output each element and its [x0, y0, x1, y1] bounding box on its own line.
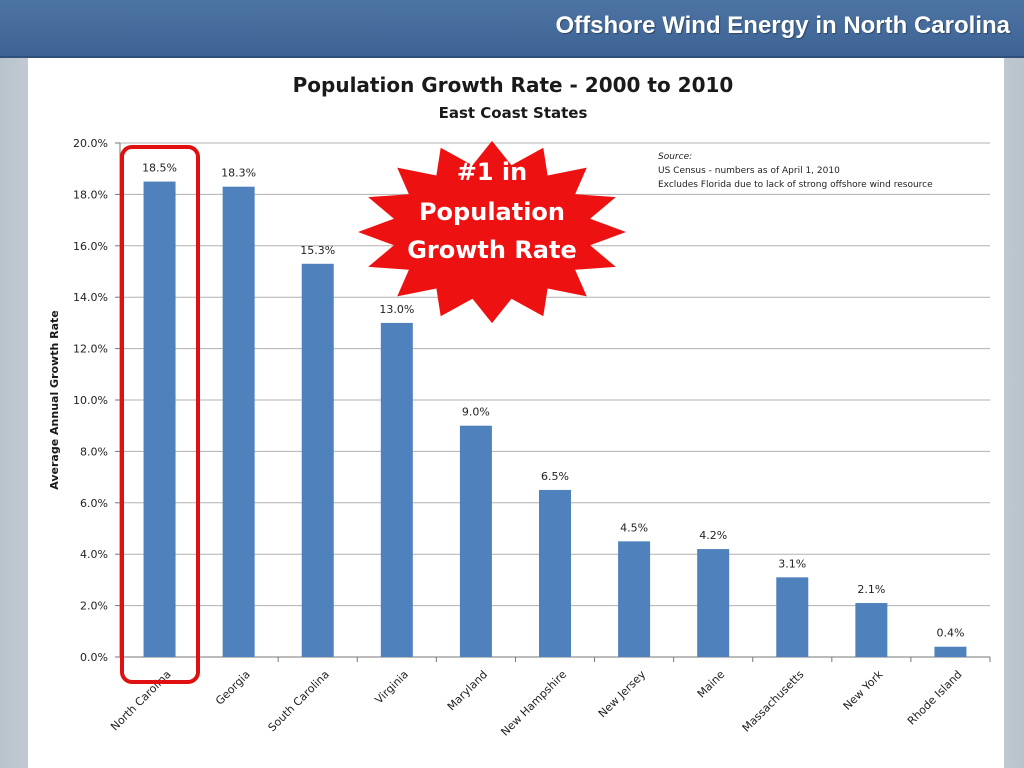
- slide-title: Offshore Wind Energy in North Carolina: [555, 12, 1010, 39]
- callout-starburst: #1 in Population Growth Rate: [358, 140, 626, 324]
- y-tick-label: 0.0%: [80, 651, 108, 664]
- bar: [222, 186, 255, 657]
- data-label: 6.5%: [541, 470, 569, 483]
- callout-line-2: Population: [419, 198, 565, 226]
- category-label: New Jersey: [596, 668, 649, 721]
- category-label: New York: [841, 667, 886, 712]
- y-tick-label: 2.0%: [80, 600, 108, 613]
- category-label: Maryland: [445, 668, 490, 713]
- callout-line-1: #1 in: [457, 158, 527, 186]
- y-tick-label: 14.0%: [73, 291, 108, 304]
- category-label: Maine: [695, 668, 728, 701]
- data-label: 18.5%: [142, 162, 177, 175]
- y-tick-label: 10.0%: [73, 394, 108, 407]
- category-label: South Carolina: [266, 668, 332, 734]
- y-tick-label: 16.0%: [73, 240, 108, 253]
- data-label: 9.0%: [462, 406, 490, 419]
- data-label: 4.2%: [699, 529, 727, 542]
- y-tick-label: 20.0%: [73, 137, 108, 150]
- category-label: Georgia: [213, 668, 253, 708]
- y-tick-labels: 0.0% 2.0% 4.0% 6.0% 8.0% 10.0% 12.0% 14.0% 16.0%…: [73, 137, 108, 664]
- bar: [934, 646, 967, 657]
- bar: [143, 181, 176, 658]
- source-line-2: Excludes Florida due to lack of strong o…: [658, 180, 933, 190]
- category-label: Virginia: [372, 668, 411, 707]
- bar: [539, 489, 571, 657]
- data-labels: 18.5% 18.3% 15.3% 13.0% 9.0% 6.5% 4.5% 4.2% 3.1%…: [142, 162, 964, 640]
- data-label: 15.3%: [300, 244, 335, 257]
- bar: [459, 425, 492, 657]
- y-tick-label: 18.0%: [73, 188, 108, 201]
- bar: [618, 541, 651, 657]
- y-tick-label: 4.0%: [80, 548, 108, 561]
- bar: [697, 549, 730, 657]
- y-axis-label: Average Annual Growth Rate: [48, 310, 61, 490]
- bar: [380, 322, 413, 657]
- source-note: Source: US Census - numbers as of April …: [658, 152, 933, 190]
- category-label: North Carolina: [108, 668, 173, 733]
- bars: [143, 181, 967, 658]
- callout-line-3: Growth Rate: [407, 236, 577, 264]
- chart-title: Population Growth Rate - 2000 to 2010: [293, 73, 734, 97]
- y-tick-label: 6.0%: [80, 497, 108, 510]
- bar: [301, 263, 334, 657]
- starburst-shape: [358, 140, 626, 324]
- bar: [776, 577, 809, 657]
- category-labels: North Carolina Georgia South Carolina Virgi…: [108, 667, 964, 738]
- category-label: Rhode Island: [905, 668, 965, 728]
- header-bar: Offshore Wind Energy in North Carolina: [0, 0, 1024, 58]
- category-label: New Hampshire: [498, 668, 569, 739]
- source-line-1: US Census - numbers as of April 1, 2010: [658, 166, 840, 176]
- data-label: 2.1%: [857, 583, 885, 596]
- source-heading: Source:: [658, 152, 692, 162]
- category-label: Massachusetts: [740, 668, 807, 735]
- chart-subtitle: East Coast States: [439, 104, 588, 122]
- y-tick-label: 12.0%: [73, 343, 108, 356]
- data-label: 18.3%: [221, 167, 256, 180]
- bar: [855, 603, 888, 657]
- data-label: 3.1%: [778, 557, 806, 570]
- highlight-box: [120, 145, 200, 684]
- data-label: 13.0%: [379, 303, 414, 316]
- data-label: 0.4%: [936, 627, 964, 640]
- data-label: 4.5%: [620, 521, 648, 534]
- y-tick-label: 8.0%: [80, 445, 108, 458]
